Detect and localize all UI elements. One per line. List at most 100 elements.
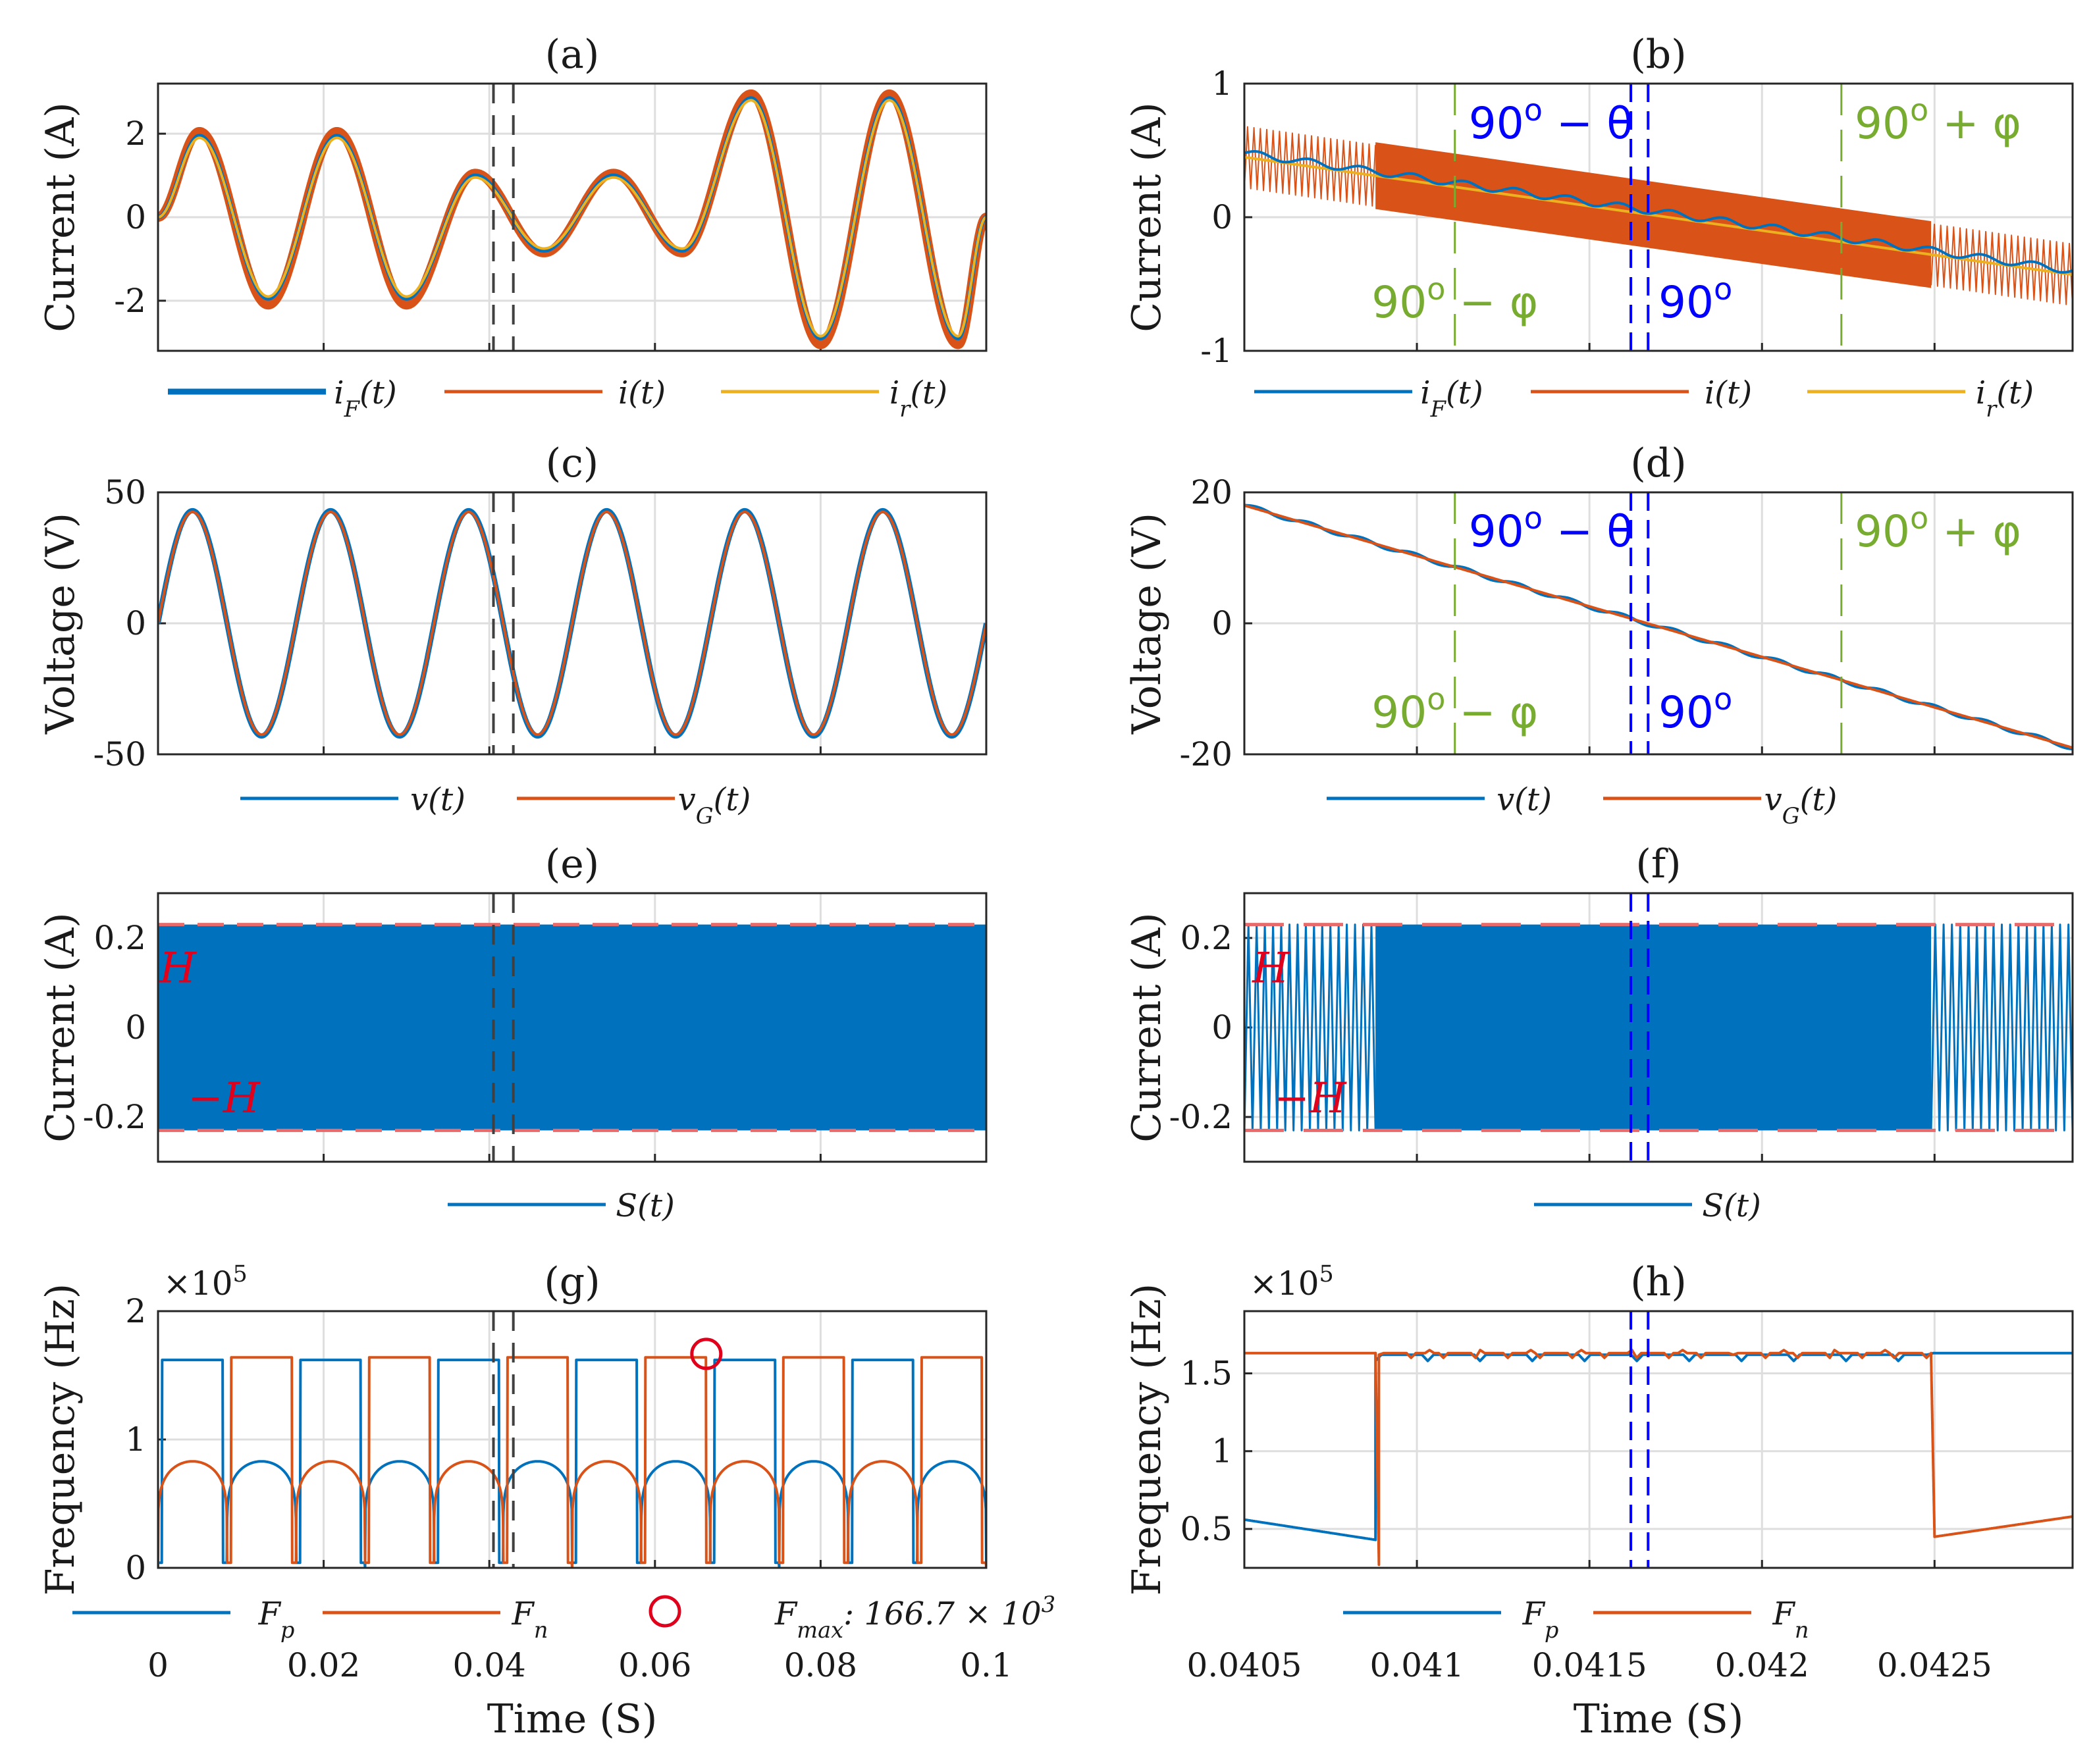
plot-area (158, 492, 986, 754)
series-v_G(t) (1244, 504, 2073, 749)
y-axis-label: Frequency (Hz) (1124, 1284, 1170, 1595)
x-tick-label: 0 (147, 1646, 169, 1684)
y-tick-label: 2 (125, 115, 146, 153)
annotation-90-plus-phi: 90o + φ (1855, 500, 2021, 557)
y-tick-label: 0 (1211, 1008, 1232, 1047)
y-axis-label: Current (A) (1124, 912, 1170, 1142)
legend-label-2: ir(t) (1976, 375, 2034, 422)
series-i_F(t) (1244, 150, 2073, 274)
annotation-90: 90o (1658, 271, 1732, 328)
y-tick-label: 1 (1211, 65, 1232, 103)
y-tick-label: 0 (125, 604, 146, 642)
axes-frame (157, 491, 988, 756)
y-tick-label: -0.2 (1169, 1098, 1232, 1136)
legend-label-1: i(t) (1705, 375, 1752, 411)
plot-area (1244, 492, 2073, 754)
series-v_G(t) (158, 510, 986, 737)
x-tick-label: 0.04 (453, 1646, 526, 1684)
label-H: H (1252, 945, 1290, 993)
panel-title: (d) (1630, 440, 1686, 486)
label-minus-H: −H (1274, 1074, 1347, 1123)
plot-area (1244, 1311, 2073, 1568)
clipped-series (1244, 893, 2073, 1162)
y-axis-label: Current (A) (38, 912, 84, 1142)
axes-frame (157, 82, 988, 352)
y-tick-label: 50 (104, 473, 146, 511)
annotation-90-plus-phi: 90o + φ (1855, 92, 2021, 149)
y-tick-label: 0 (1211, 198, 1232, 236)
axes-frame (157, 892, 988, 1163)
series-i_r(t) (158, 99, 986, 338)
clipped-series (1244, 1311, 2073, 1568)
panel-title: (c) (546, 440, 598, 486)
series-S(t)-band (158, 924, 986, 1131)
annotation-90: 90o (1658, 681, 1732, 738)
plot-area (1244, 84, 2073, 351)
series-F_p (1244, 1351, 2073, 1542)
y-tick-label: 1 (125, 1420, 146, 1459)
legend-label-0: Fp (258, 1595, 295, 1643)
y-tick-label: -2 (114, 282, 146, 320)
y-exponent-label: ×105 (1250, 1261, 1334, 1303)
panel-d: (d) Voltage (V)-20 0 20 90o − θ 90o + φ 90o − … (1124, 440, 2074, 829)
x-tick-label: 0.0405 (1187, 1646, 1302, 1684)
y-tick-label: -1 (1200, 332, 1232, 370)
series-S(t)-band (1375, 924, 1932, 1131)
legend-label-1: vG(t) (678, 781, 751, 829)
axes-frame (157, 1310, 988, 1569)
legend-marker-f-max (649, 1595, 681, 1628)
panel-a: (a) Current (A) -2 0 2 iF(t) i(t) ir(t) (38, 32, 988, 422)
axes-frame (1243, 82, 2074, 352)
plot-area (158, 893, 986, 1162)
legend-label-2: Fmax: 166.7 × 103 (774, 1592, 1055, 1643)
panel-title: (f) (1635, 841, 1681, 887)
y-axis-label: Voltage (V) (38, 513, 84, 735)
panel-h: (h) Frequency (Hz) 0.5 1 1.5 0.0405 0.041 0.041… (1124, 1259, 2074, 1742)
panel-title: (b) (1630, 32, 1686, 78)
y-tick-label: 20 (1190, 473, 1232, 511)
clipped-series (158, 492, 986, 754)
legend-label-1: vG(t) (1764, 781, 1838, 829)
ripple-outer-1 (1930, 223, 2073, 306)
label-H: H (159, 945, 197, 993)
axes-frame (1243, 1310, 2074, 1569)
panel-title: (e) (545, 841, 599, 887)
clipped-series (158, 893, 986, 1162)
y-tick-label: 0 (125, 1549, 146, 1587)
y-tick-label: -0.2 (83, 1098, 146, 1136)
panel-title: (h) (1630, 1259, 1686, 1305)
annotation-90-minus-theta: 90o − θ (1469, 500, 1633, 557)
x-axis-label: Time (S) (487, 1696, 658, 1742)
legend-label-1: Fn (512, 1595, 548, 1643)
legend-label-0: v(t) (410, 781, 465, 818)
y-axis-label: Current (A) (1124, 102, 1170, 332)
y-tick-label: -20 (1179, 735, 1232, 773)
x-tick-label: 0.02 (287, 1646, 360, 1684)
y-tick-label: 1.5 (1180, 1355, 1232, 1393)
y-axis-label: Voltage (V) (1124, 513, 1170, 735)
panel-f: (f) Current (A)-0.2 0 0.2 H −H S(t) (1124, 841, 2074, 1224)
legend-label-1: i(t) (618, 375, 666, 411)
plot-area (158, 84, 986, 351)
panel-g: (g) Frequency (Hz) 0 1 2 0 0.02 0.04 0.06 0.08 0.1… (38, 1259, 1055, 1742)
y-exponent-label: ×105 (163, 1261, 248, 1303)
x-tick-label: 0.041 (1370, 1646, 1464, 1684)
y-tick-label: 0 (1211, 604, 1232, 642)
x-tick-label: 0.08 (784, 1646, 857, 1684)
y-tick-label: 0 (125, 1008, 146, 1047)
y-tick-label: 0.2 (1180, 919, 1232, 957)
y-tick-label: 0.2 (93, 919, 146, 957)
series-F_n (1244, 1349, 2073, 1567)
annotation-90-minus-phi: 90o − φ (1371, 681, 1538, 738)
panel-title: (g) (544, 1259, 600, 1305)
legend-label-1: Fn (1772, 1595, 1809, 1643)
y-tick-label: 2 (125, 1292, 146, 1330)
clipped-series (1244, 492, 2073, 754)
annotation-90-minus-phi: 90o − φ (1371, 271, 1538, 328)
x-tick-label: 0.0425 (1877, 1646, 1992, 1684)
y-axis-label: Frequency (Hz) (38, 1284, 84, 1595)
y-axis-label: Current (A) (38, 102, 84, 332)
y-tick-label: 0.5 (1180, 1510, 1232, 1548)
x-tick-label: 0.042 (1715, 1646, 1809, 1684)
